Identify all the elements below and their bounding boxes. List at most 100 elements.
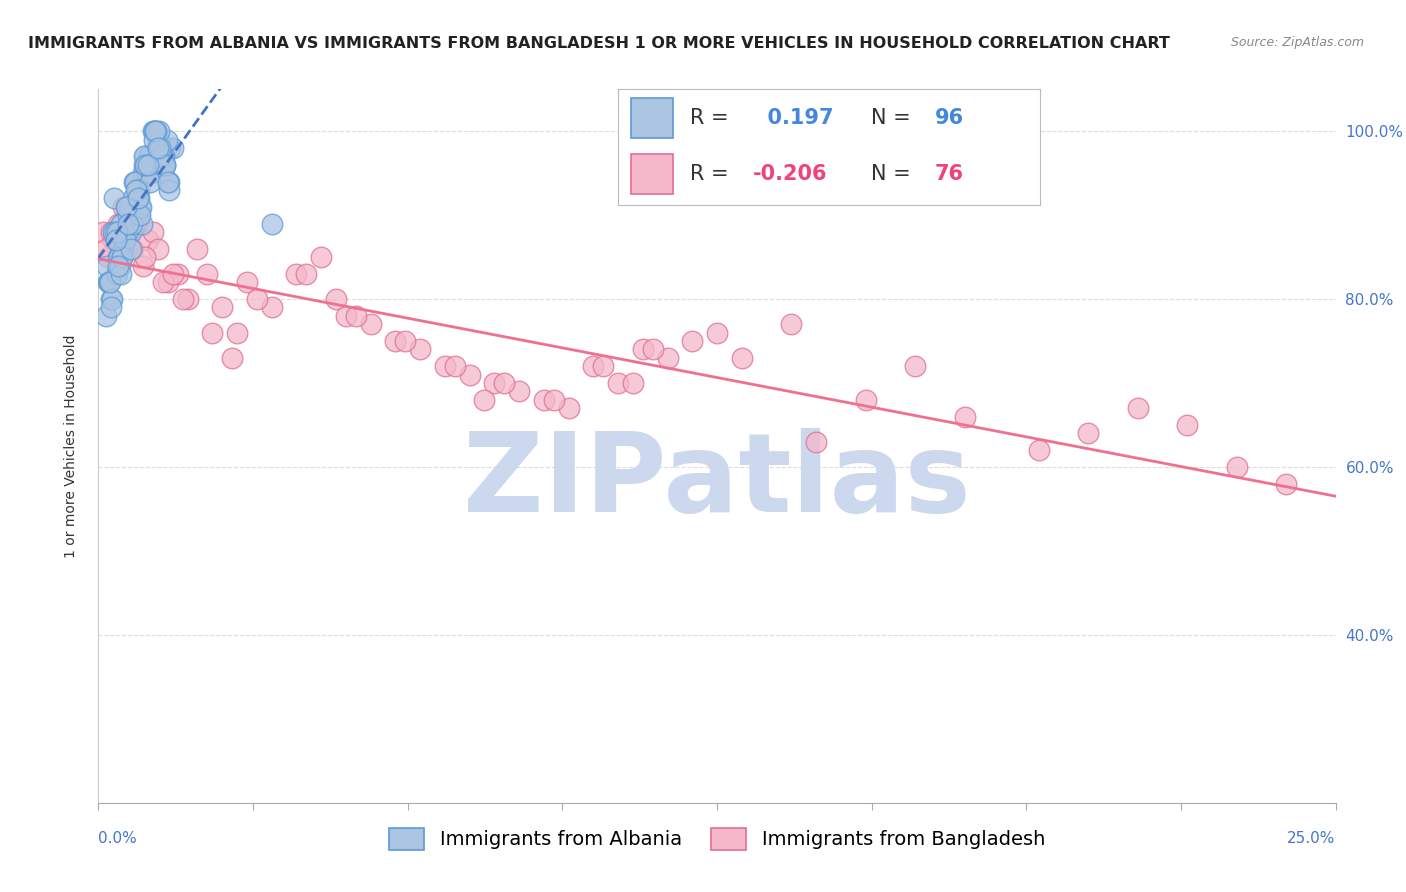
Text: N =: N =: [872, 108, 911, 128]
Point: [142, 124, 165, 138]
Point: [111, 250, 134, 264]
Point: [93, 225, 115, 239]
Point: [157, 183, 180, 197]
Point: [543, 392, 565, 407]
Point: [1226, 460, 1249, 475]
Point: [394, 334, 416, 348]
Point: [156, 132, 179, 146]
Point: [125, 183, 148, 197]
Point: [107, 259, 129, 273]
Point: [166, 267, 188, 281]
Point: [236, 275, 259, 289]
Point: [152, 275, 174, 289]
Point: [124, 175, 146, 189]
Point: [103, 225, 125, 239]
Point: [98, 275, 121, 289]
Point: [146, 141, 169, 155]
Point: [114, 233, 136, 247]
Point: [118, 217, 141, 231]
Point: [104, 233, 127, 247]
Point: [246, 292, 269, 306]
Point: [111, 250, 134, 264]
Point: [309, 250, 332, 264]
Point: [904, 359, 927, 374]
Point: [143, 124, 166, 138]
Point: [135, 158, 157, 172]
Point: [458, 368, 481, 382]
Point: [155, 158, 177, 172]
Point: [855, 392, 877, 407]
Y-axis label: 1 or more Vehicles in Household: 1 or more Vehicles in Household: [63, 334, 77, 558]
Point: [141, 166, 163, 180]
Text: R =: R =: [690, 164, 728, 184]
Point: [121, 208, 143, 222]
Point: [508, 384, 530, 399]
Point: [285, 267, 308, 281]
Point: [114, 200, 136, 214]
Point: [115, 225, 138, 239]
Point: [1275, 476, 1298, 491]
Point: [138, 158, 160, 172]
Point: [138, 149, 160, 163]
Point: [122, 242, 145, 256]
Point: [681, 334, 703, 348]
Point: [122, 175, 145, 189]
Point: [195, 267, 218, 281]
Point: [120, 242, 142, 256]
Point: [103, 191, 125, 205]
Point: [96, 259, 118, 273]
Point: [533, 392, 555, 407]
Point: [641, 343, 664, 357]
Point: [1028, 443, 1050, 458]
Text: -0.206: -0.206: [754, 164, 828, 184]
Point: [132, 259, 155, 273]
Point: [1175, 417, 1198, 432]
Point: [134, 149, 156, 163]
Point: [146, 141, 169, 155]
Point: [135, 166, 157, 180]
Text: 0.0%: 0.0%: [98, 831, 138, 847]
Point: [97, 250, 120, 264]
Point: [201, 326, 224, 340]
Point: [107, 217, 129, 231]
Point: [384, 334, 406, 348]
Text: 96: 96: [935, 108, 963, 128]
Point: [295, 267, 318, 281]
Point: [100, 225, 122, 239]
Point: [121, 217, 143, 231]
Point: [134, 149, 156, 163]
Point: [124, 175, 146, 189]
Point: [128, 183, 150, 197]
Point: [114, 200, 136, 214]
Point: [557, 401, 579, 416]
Point: [344, 309, 367, 323]
Point: [607, 376, 630, 390]
Point: [100, 301, 122, 315]
Point: [107, 250, 129, 264]
Point: [118, 200, 141, 214]
Text: ZIPatlas: ZIPatlas: [463, 428, 972, 535]
Point: [148, 132, 170, 146]
Point: [108, 259, 131, 273]
Point: [474, 392, 496, 407]
Point: [150, 149, 173, 163]
Point: [104, 225, 127, 239]
Point: [108, 250, 131, 264]
Point: [120, 225, 142, 239]
Point: [146, 132, 169, 146]
Point: [325, 292, 347, 306]
Point: [122, 191, 145, 205]
Point: [582, 359, 605, 374]
Point: [98, 275, 121, 289]
Point: [115, 200, 138, 214]
Point: [112, 242, 135, 256]
Point: [592, 359, 614, 374]
Point: [103, 233, 125, 247]
Legend: Immigrants from Albania, Immigrants from Bangladesh: Immigrants from Albania, Immigrants from…: [381, 821, 1053, 857]
Point: [335, 309, 357, 323]
Point: [134, 158, 156, 172]
Point: [128, 191, 150, 205]
Point: [186, 242, 208, 256]
Point: [132, 158, 155, 172]
Point: [1077, 426, 1099, 441]
